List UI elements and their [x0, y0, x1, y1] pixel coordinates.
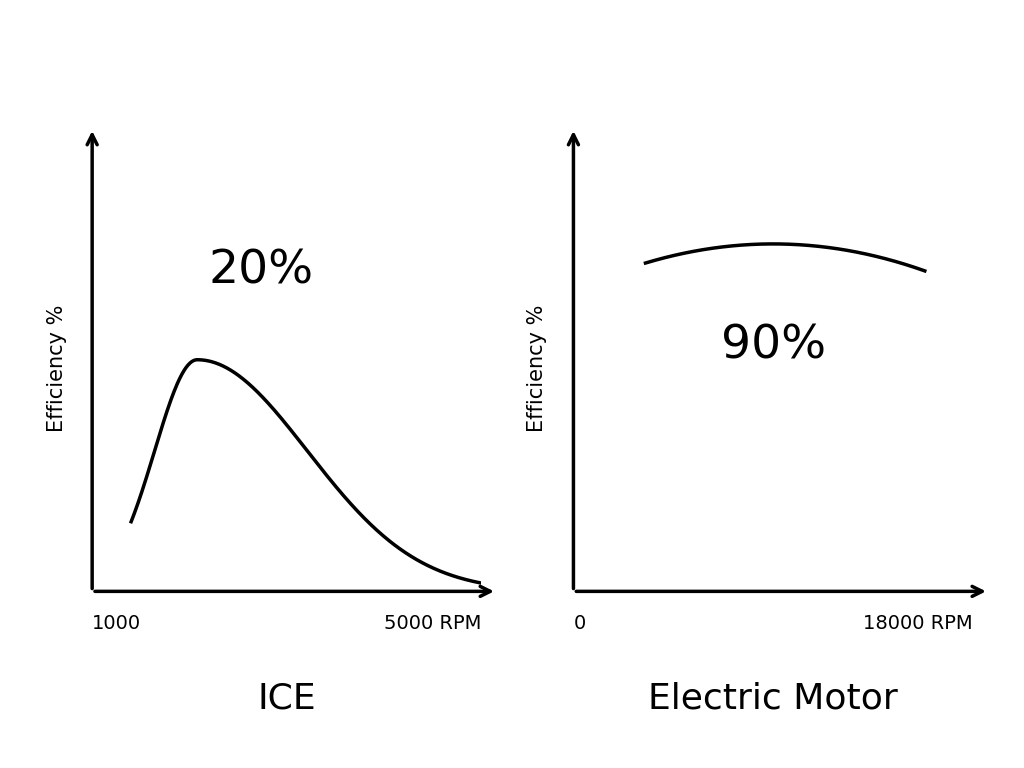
Text: 5000 RPM: 5000 RPM: [384, 614, 481, 633]
Text: Efficiency %: Efficiency %: [47, 305, 68, 432]
Text: 90%: 90%: [721, 324, 825, 369]
Text: Electric Motor: Electric Motor: [648, 682, 898, 716]
Text: Efficiency %: Efficiency %: [527, 305, 548, 432]
Text: 20%: 20%: [209, 248, 314, 293]
Text: 0: 0: [573, 614, 586, 633]
Text: ICE: ICE: [257, 682, 316, 716]
Text: Efficiency: Efficiency: [254, 8, 770, 100]
Text: 18000 RPM: 18000 RPM: [863, 614, 973, 633]
Text: 1000: 1000: [92, 614, 141, 633]
